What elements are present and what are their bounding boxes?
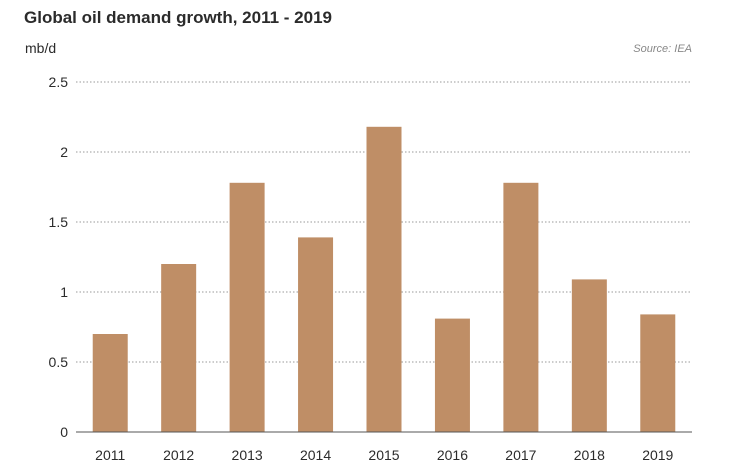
bar-2016: [434, 318, 470, 432]
bar-2015: [366, 126, 402, 433]
y-tick-label: 0.5: [49, 354, 69, 370]
bar-2012: [161, 264, 197, 432]
y-tick-label: 2.5: [49, 74, 69, 90]
x-tick-label: 2015: [368, 447, 399, 463]
y-tick-label: 0: [60, 424, 68, 440]
x-tick-label: 2012: [163, 447, 194, 463]
x-tick-label: 2014: [300, 447, 331, 463]
x-tick-label: 2017: [505, 447, 536, 463]
bars: [92, 126, 676, 433]
x-tick-labels: 2011 2012 2013 2014 2015 2016 2017 2018 2019: [95, 447, 673, 463]
y-tick-label: 1: [60, 284, 68, 300]
y-axis-unit-label: mb/d: [25, 40, 57, 56]
bar-2014: [298, 237, 334, 432]
chart-title: Global oil demand growth, 2011 - 2019: [24, 8, 332, 27]
x-tick-label: 2013: [232, 447, 263, 463]
y-tick-label: 1.5: [49, 214, 69, 230]
x-tick-label: 2016: [437, 447, 468, 463]
x-tick-label: 2011: [95, 447, 125, 463]
bar-2017: [503, 182, 539, 432]
x-tick-label: 2019: [642, 447, 673, 463]
source-note: Source: IEA: [633, 43, 692, 55]
bar-2011: [92, 334, 128, 432]
x-tick-label: 2018: [574, 447, 605, 463]
bar-2018: [571, 279, 607, 432]
bar-2019: [640, 314, 676, 432]
y-tick-labels: 0 0.5 1 1.5 2 2.5: [49, 74, 69, 440]
y-tick-label: 2: [60, 144, 68, 160]
bar-2013: [229, 182, 265, 432]
